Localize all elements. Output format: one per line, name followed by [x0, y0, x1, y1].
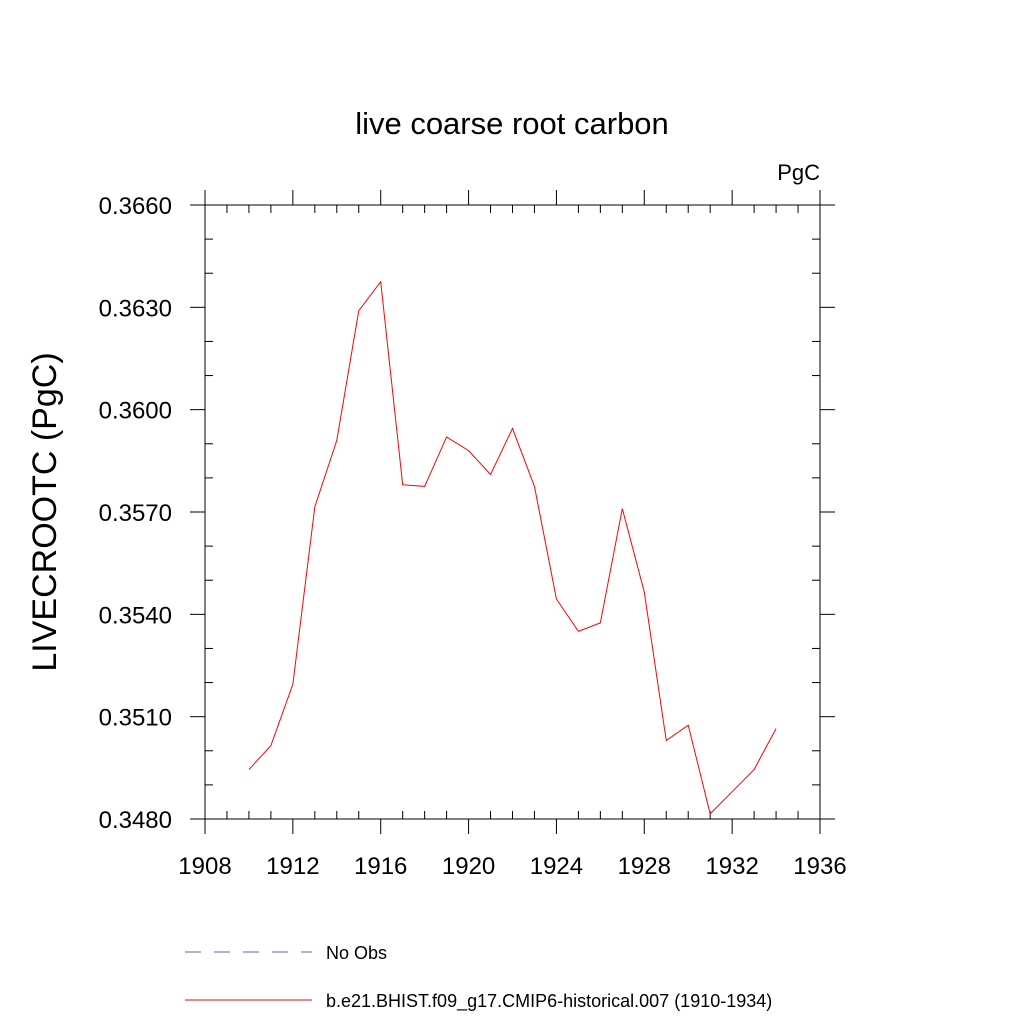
- series-group: [248, 280, 777, 815]
- x-tick-label: 1932: [705, 853, 758, 880]
- units-label: PgC: [777, 160, 820, 185]
- y-tick-label: 0.3660: [99, 193, 172, 220]
- y-tick-label: 0.3480: [99, 807, 172, 834]
- x-tick-label: 1936: [793, 853, 846, 880]
- y-axis-label: LIVECROOTC (PgC): [26, 352, 64, 671]
- x-tick-label: 1920: [442, 853, 495, 880]
- legend: No Obs b.e21.BHIST.f09_g17.CMIP6-historic…: [185, 943, 772, 1012]
- chart-title: live coarse root carbon: [355, 106, 669, 141]
- x-tick-label: 1924: [530, 853, 583, 880]
- x-tick-label: 1916: [354, 853, 407, 880]
- x-tick-label: 1912: [266, 853, 319, 880]
- legend-label: No Obs: [326, 943, 387, 963]
- axis-ticks: [190, 190, 835, 834]
- x-tick-label: 1908: [178, 853, 231, 880]
- y-tick-label: 0.3510: [99, 705, 172, 732]
- y-tick-labels: 0.3480 0.3510 0.3540 0.3570 0.3600 0.3630 0.36…: [99, 193, 172, 834]
- x-tick-label: 1928: [618, 853, 671, 880]
- y-tick-label: 0.3600: [99, 398, 172, 425]
- legend-label: b.e21.BHIST.f09_g17.CMIP6-historical.007…: [326, 991, 772, 1012]
- x-tick-labels: 1908 1912 1916 1920 1924 1928 1932 1936: [178, 853, 846, 880]
- y-tick-label: 0.3540: [99, 602, 172, 629]
- y-tick-label: 0.3570: [99, 500, 172, 527]
- series-line: [248, 280, 777, 815]
- y-tick-label: 0.3630: [99, 295, 172, 322]
- plot-frame: [204, 204, 821, 820]
